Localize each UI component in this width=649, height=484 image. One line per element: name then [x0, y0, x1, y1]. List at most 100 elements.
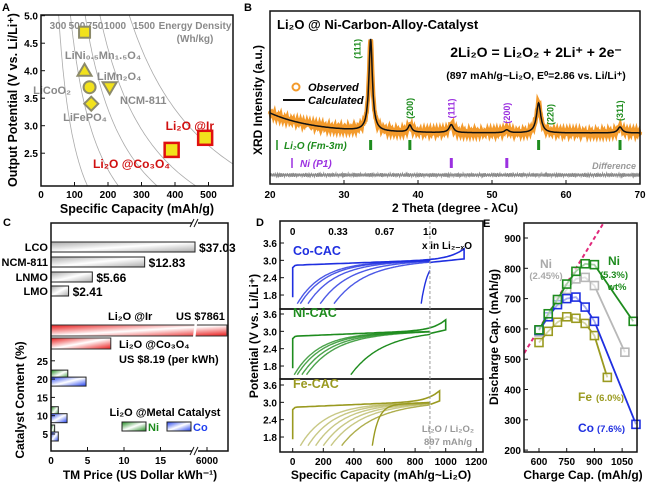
x-axis-label: Specific Capacity (mAh/g) [60, 202, 214, 216]
y-tick-label: 4.0 [24, 67, 38, 78]
plot-frame [523, 222, 638, 453]
y-tick-label: 3.6 [263, 310, 277, 321]
series-note: wt% [607, 282, 628, 293]
break-slash [189, 218, 195, 228]
energy-density-curves [58, 15, 233, 186]
x-tick-label: 10 [118, 456, 130, 467]
legend-swatch-co [166, 421, 192, 432]
break-slash [193, 218, 199, 228]
panel-label-e: E [483, 218, 490, 230]
cycle-curve [315, 402, 430, 447]
calculated-series [269, 38, 640, 134]
x-tick-label: 6000 [196, 456, 219, 467]
panel-label-d: D [256, 217, 264, 229]
phase-label: Li₂O (Fm-3m) [284, 141, 347, 152]
series-marker [580, 272, 590, 283]
x-tick-label: 750 [558, 457, 575, 468]
x-tick-label: 600 [376, 457, 393, 468]
energy-density-curve [70, 15, 119, 186]
marker-square [196, 129, 214, 147]
x-axis-label: TM Price (US Dollar kWh⁻¹) [63, 468, 217, 482]
series-marker [561, 293, 572, 304]
series-marker [620, 347, 630, 358]
legend-swatch-ni [121, 421, 147, 432]
y-tick-label: 900 [504, 234, 521, 245]
reflection-tick [449, 158, 453, 168]
x-tick-label: 30 [338, 190, 350, 201]
y-tick-label: 3.0 [24, 122, 38, 133]
y-tick-label: 1.8 [263, 362, 277, 373]
y-tick-label: 5.0 [24, 12, 38, 23]
y-tick-label: 20 [37, 375, 49, 386]
peak-label: (200) [502, 103, 512, 124]
reaction-equation: 2Li₂O = Li₂O₂ + 2Li⁺ + 2e⁻ [450, 44, 622, 60]
series-marker [571, 292, 581, 302]
panel-d: 1.8 2.4 3.0 3.6 Co-CAC 1.8 2.4 3.0 3.6 Ni-CAC 1.8 2… [247, 220, 488, 482]
axis-break [192, 219, 198, 227]
top-axis-tick-label: 0 [290, 227, 296, 238]
y-tick-label: 15 [37, 393, 49, 404]
point-label: Li₂O @Co₃O₄ [93, 157, 170, 171]
x-tick-label: 100 [66, 190, 83, 201]
series-marker [543, 308, 554, 319]
marker-square [163, 141, 180, 159]
series-marker [580, 258, 590, 269]
panel-e: Ni(5.3%)wt%Ni(2.45%)Fe (6.0%)Co (7.6%)600 7… [487, 222, 643, 482]
series-marker [571, 313, 581, 324]
x-tick-label: 0 [48, 456, 54, 467]
y-tick-label: 2.4 [263, 274, 277, 285]
li2o-ir-label: Li₂O @Ir [108, 311, 153, 323]
peak-label: (111) [353, 39, 363, 59]
price-label: $2.41 [73, 285, 103, 299]
series-marker [602, 372, 613, 383]
series-marker [571, 266, 581, 277]
price-label: $5.66 [96, 271, 126, 285]
legend-label-co: Co [193, 422, 208, 434]
x-tick-label: 300 [133, 190, 150, 201]
energy-density-curve [58, 15, 88, 186]
x-tick-label: 500 [200, 190, 217, 201]
cycle-curve [420, 270, 431, 304]
top-axis-tick-label: 0.67 [375, 227, 395, 238]
panel-a: 300 500 750 1000 1500 Energy Density(Wh/kg)Li… [6, 12, 234, 216]
reaction-note: (897 mAh/g~Li₂O, E⁰=2.86 vs. Li/Li⁺) [446, 70, 626, 82]
series-marker [552, 317, 563, 328]
y-tick-label: 2.4 [263, 345, 277, 356]
reflection-tick [369, 140, 373, 150]
break-slash [193, 446, 199, 456]
x-tick-label: 900 [586, 457, 603, 468]
y-tick-label: 400 [504, 386, 521, 397]
y-tick-label: 1.8 [263, 433, 277, 444]
reflection-tick [505, 158, 509, 168]
series-label: Fe [578, 390, 592, 404]
energy-density-title: Energy Density [159, 21, 232, 32]
peak-label: (220) [546, 104, 556, 125]
peak-label: (311) [615, 100, 625, 121]
catalyst-legend-title: Li₂O @Metal Catalyst [110, 407, 221, 419]
first-cycle-curve [291, 318, 447, 369]
x-tick-label: 1000 [435, 457, 458, 468]
x-tick-label: 200 [100, 190, 117, 201]
panel-b: Difference (111) (200) (111) (200) (220) (311)… [251, 10, 646, 215]
x-tick-label: 400 [346, 457, 363, 468]
x-tick-label: 1050 [611, 457, 634, 468]
cycle-curve [319, 260, 431, 305]
difference-series [269, 171, 641, 179]
cathode-bar [50, 256, 146, 268]
catalyst-bar-co [50, 431, 59, 442]
x-tick-label: 600 [531, 457, 548, 468]
difference-label: Difference [592, 161, 636, 171]
li2o-co3o4-label: Li₂O @Co₃O₄ [119, 339, 190, 351]
catalyst-bar-co [50, 376, 87, 387]
series-marker [631, 419, 641, 430]
plot-frame [50, 222, 229, 452]
marker-square [78, 25, 92, 39]
x-tick-label: 400 [167, 190, 184, 201]
series-marker [534, 337, 544, 348]
reflection-tick [408, 140, 412, 150]
cycle-curve [350, 333, 431, 376]
y-tick-label: 1.8 [263, 291, 277, 302]
panel-label-c: C [3, 217, 11, 229]
y-tick-label: 3.0 [263, 327, 277, 338]
subplot-ni-cac: 1.8 2.4 3.0 3.6 Ni-CAC [263, 306, 484, 380]
